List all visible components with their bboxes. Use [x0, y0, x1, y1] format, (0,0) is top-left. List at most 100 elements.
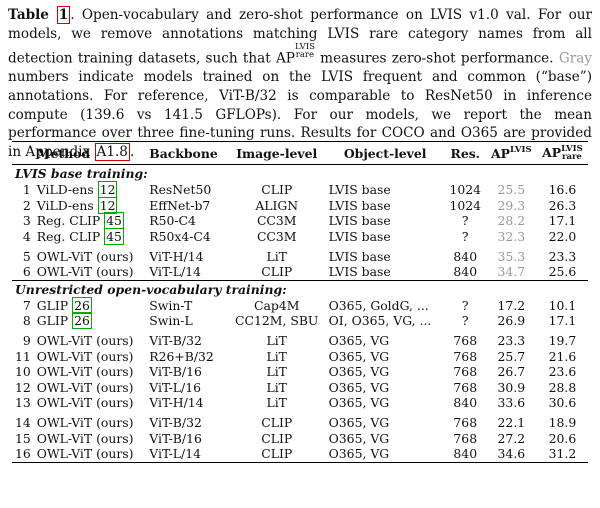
backbone-cell: ViT-B/32 — [149, 333, 202, 349]
backbone-cell: ViT-B/32 — [149, 415, 202, 431]
object-level-cell: LVIS base — [328, 182, 391, 198]
row-number: 2 — [22, 197, 31, 213]
row-number: 9 — [22, 333, 31, 349]
method-cell: OWL-ViT (ours) — [34, 248, 146, 264]
row-number: 8 — [22, 313, 31, 329]
image-level-cell: CLIP — [261, 415, 293, 431]
section-header-row: LVIS base training: — [12, 164, 588, 182]
ap-cell: 25.5 — [497, 182, 526, 198]
ap-rare-cell: 20.6 — [548, 430, 577, 446]
method-cell: OWL-ViT (ours) — [34, 348, 146, 364]
ap-cell: 25.7 — [497, 348, 526, 364]
row-number: 4 — [22, 229, 31, 245]
object-level-cell: O365, VG — [328, 364, 390, 380]
ap-cell: 27.2 — [497, 430, 526, 446]
object-level-cell: LVIS base — [328, 264, 391, 280]
row-number: 14 — [15, 415, 31, 431]
object-level-cell: LVIS base — [328, 248, 391, 264]
res-cell: ? — [461, 213, 469, 229]
table-row: 13 OWL-ViT (ours) ViT-H/14 LiT O365, VG 840 33… — [12, 395, 588, 411]
table-row: 16 OWL-ViT (ours) ViT-L/14 CLIP O365, VG 840 3… — [12, 445, 588, 463]
header-ap-rare: APLVIS rare — [536, 141, 588, 165]
method-cell: OWL-ViT (ours) — [34, 364, 146, 380]
res-cell: 768 — [453, 348, 478, 364]
res-cell: 840 — [444, 445, 486, 463]
table-row: 3 Reg. CLIP 45 R50-C4 CC3M LVIS base? 28.2 17.… — [12, 212, 588, 230]
ap-rare-cell: 19.7 — [548, 333, 577, 349]
res-cell: ? — [461, 313, 469, 329]
ap-rare-cell: 26.3 — [548, 197, 577, 213]
table-row: 6 OWL-ViT (ours) ViT-L/14 CLIP LVIS base 840 3… — [12, 264, 588, 280]
object-level-cell: O365, GoldG, ... — [328, 297, 429, 313]
object-level-cell: O365, VG — [328, 430, 390, 446]
ap-rare-cell: 25.6 — [548, 264, 577, 280]
backbone-cell: Swin-T — [149, 297, 193, 313]
caption-number: 1 — [56, 6, 71, 24]
image-level-cell: CLIP — [261, 264, 293, 280]
citation-link[interactable]: 26 — [72, 296, 92, 314]
backbone-cell: EffNet-b7 — [149, 197, 211, 213]
res-cell: 1024 — [449, 182, 482, 198]
method-name: OWL-ViT (ours) — [36, 379, 134, 395]
citation-link[interactable]: 45 — [104, 212, 124, 230]
header-backbone: Backbone — [146, 141, 228, 165]
ap-rare-cell: 23.3 — [548, 248, 577, 264]
object-level-cell: O365, VG — [328, 348, 390, 364]
res-cell: 768 — [453, 379, 478, 395]
ap-rare-cell: 10.1 — [548, 297, 577, 313]
method-name: OWL-ViT (ours) — [36, 248, 134, 264]
table-row: 2 ViLD-ens 12 EffNet-b7 ALIGN LVIS base 1024 2… — [12, 196, 588, 214]
object-level-cell: LVIS base — [328, 229, 391, 245]
row-number: 10 — [15, 364, 31, 380]
method-cell: OWL-ViT (ours) — [34, 333, 146, 349]
image-level-cell: CC12M, SBU — [235, 313, 319, 329]
row-number: 5 — [22, 248, 31, 264]
backbone-cell: R50x4-C4 — [149, 229, 211, 245]
row-number: 11 — [15, 348, 31, 364]
table-body: LVIS base training: 1 ViLD-ens 12 ResNet50 C… — [12, 164, 588, 463]
ap-cell: 32.3 — [497, 229, 526, 245]
method-name: OWL-ViT (ours) — [36, 348, 134, 364]
ap-cell: 26.7 — [497, 364, 526, 380]
table-row: 8 GLIP 26 Swin-L CC12M, SBU OI, O365, VG, ..… — [12, 312, 588, 330]
row-number: 12 — [15, 379, 31, 395]
res-cell: 768 — [453, 430, 478, 446]
image-level-cell: CC3M — [256, 229, 297, 245]
backbone-cell: R26+B/32 — [149, 348, 214, 364]
backbone-cell: ViT-B/16 — [149, 430, 202, 446]
ap-cell: 23.3 — [497, 333, 526, 349]
backbone-cell: ViT-L/14 — [149, 264, 201, 280]
ap-cell: 26.9 — [497, 313, 526, 329]
method-cell: OWL-ViT (ours) — [33, 445, 147, 463]
header-image-level: Image-level — [227, 141, 326, 165]
ap-cell: 34.7 — [497, 264, 526, 280]
backbone-cell: ResNet50 — [149, 182, 212, 198]
header-ap: APLVIS — [485, 141, 537, 165]
row-number: 7 — [22, 297, 31, 313]
citation-link[interactable]: 26 — [72, 312, 92, 330]
table-caption: Table 1. Open-vocabulary and zero-shot p… — [8, 6, 593, 161]
method-name: GLIP — [36, 313, 69, 329]
backbone-cell: ViT-H/14 — [149, 395, 204, 411]
citation-link[interactable]: 45 — [104, 228, 124, 246]
table-row: 15 OWL-ViT (ours) ViT-B/16 CLIP O365, VG 768 2… — [12, 430, 588, 446]
image-level-cell: CC3M — [256, 213, 297, 229]
table-header-row: Method Backbone Image-level Object-level… — [12, 141, 588, 165]
method-cell: OWL-ViT (ours) — [34, 415, 146, 431]
caption-label: Table 1 — [8, 6, 71, 24]
ap-cell: 17.2 — [497, 297, 526, 313]
image-level-cell: LiT — [266, 333, 287, 349]
ap-rare-cell: 28.8 — [548, 379, 577, 395]
caption-ap-rare: LVIS rare — [294, 42, 315, 61]
ap-rare-cell: 21.6 — [548, 348, 577, 364]
table-row: 10 OWL-ViT (ours) ViT-B/16 LiT O365, VG 768 26… — [12, 364, 588, 380]
method-name: ViLD-ens — [36, 182, 94, 198]
method-name: OWL-ViT (ours) — [36, 364, 134, 380]
section-title: Unrestricted open-vocabulary training: — [12, 279, 588, 298]
row-number: 3 — [22, 213, 31, 229]
citation-link[interactable]: 12 — [97, 181, 118, 199]
image-level-cell: CLIP — [261, 182, 293, 198]
image-level-cell: LiT — [266, 379, 287, 395]
res-cell: 768 — [453, 333, 478, 349]
citation-link[interactable]: 12 — [97, 196, 118, 214]
